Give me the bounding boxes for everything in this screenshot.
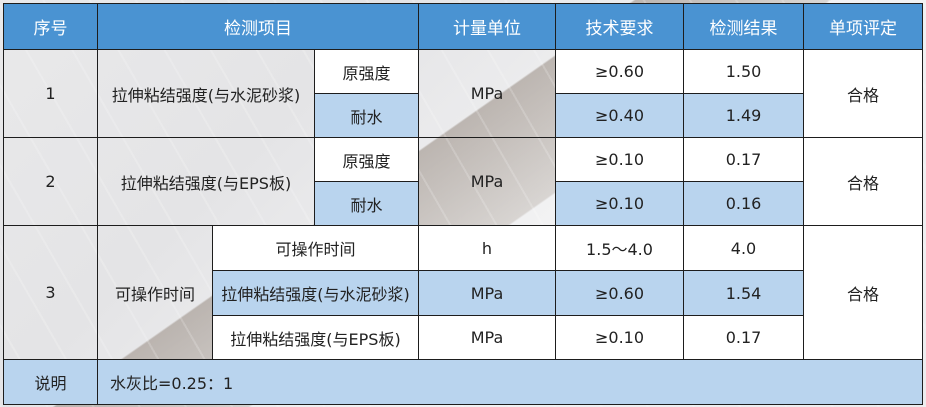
row3-item: 可操作时间 [97,225,213,360]
row1-sub1-result: 1.50 [683,49,804,94]
row3-sub1-req: 1.5～4.0 [555,225,684,271]
row1-verdict: 合格 [803,49,923,138]
row1-unit: MPa [418,49,556,138]
row3-sub3-req: ≥0.10 [555,315,684,360]
row3-sub1-result: 4.0 [683,225,804,271]
header-unit: 计量单位 [418,3,556,50]
row1-sub1-label: 原强度 [314,49,419,94]
row3-sub1-label: 可操作时间 [212,225,419,271]
header-no: 序号 [3,3,98,50]
row2-sub2-result: 0.16 [683,181,804,226]
row3-sub3-unit: MPa [418,315,556,360]
row3-no: 3 [3,225,98,360]
row2-no: 2 [3,137,98,226]
row3-sub3-label: 拉伸粘结强度(与EPS板) [212,315,419,360]
header-requirement: 技术要求 [555,3,684,50]
row1-item: 拉伸粘结强度(与水泥砂浆) [97,49,315,138]
note-text: 水灰比=0.25：1 [97,359,923,405]
row1-no: 1 [3,49,98,138]
row1-sub2-label: 耐水 [314,93,419,138]
row2-item: 拉伸粘结强度(与EPS板) [97,137,315,226]
row3-sub2-result: 1.54 [683,270,804,316]
row2-sub1-label: 原强度 [314,137,419,182]
row3-sub2-unit: MPa [418,270,556,316]
row3-sub2-label: 拉伸粘结强度(与水泥砂浆) [212,270,419,316]
row1-sub2-result: 1.49 [683,93,804,138]
header-item: 检测项目 [97,3,419,50]
row2-unit: MPa [418,137,556,226]
row3-sub1-unit: h [418,225,556,271]
row1-sub2-req: ≥0.40 [555,93,684,138]
row1-sub1-req: ≥0.60 [555,49,684,94]
row2-sub2-req: ≥0.10 [555,181,684,226]
header-verdict: 单项评定 [803,3,923,50]
row3-verdict: 合格 [803,225,923,360]
row2-verdict: 合格 [803,137,923,226]
row2-sub1-req: ≥0.10 [555,137,684,182]
note-label: 说明 [3,359,98,405]
row2-sub2-label: 耐水 [314,181,419,226]
header-result: 检测结果 [683,3,804,50]
row2-sub1-result: 0.17 [683,137,804,182]
row3-sub2-req: ≥0.60 [555,270,684,316]
row3-sub3-result: 0.17 [683,315,804,360]
